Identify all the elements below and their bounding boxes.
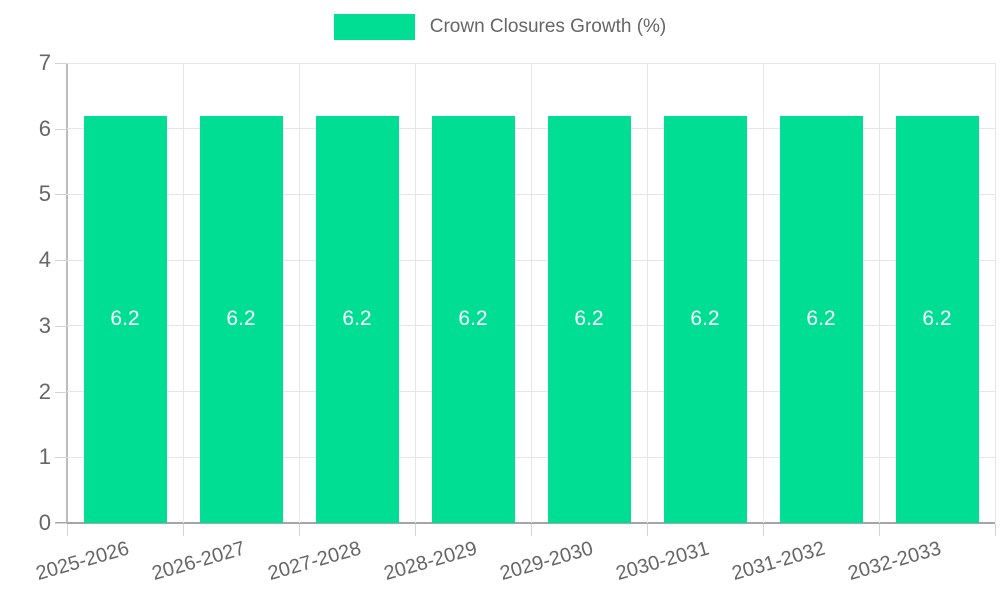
x-axis-tick (415, 524, 416, 536)
x-axis-tick (67, 524, 68, 536)
legend-item-crown-closures[interactable]: Crown Closures Growth (%) (333, 14, 667, 40)
v-gridline (298, 63, 300, 523)
y-axis-tick-label: 3 (38, 312, 51, 338)
bar-value-label: 6.2 (922, 307, 952, 331)
v-gridline (994, 63, 996, 523)
x-axis-tick (995, 524, 996, 536)
y-axis-tick (55, 523, 67, 524)
v-gridline (414, 63, 416, 523)
bar-2031-2032[interactable]: 6.2 (779, 115, 863, 523)
bar-2027-2028[interactable]: 6.2 (315, 115, 399, 523)
v-gridline (530, 63, 532, 523)
x-axis-tick-label: 2030-2031 (613, 537, 712, 585)
x-axis-tick (183, 524, 184, 536)
bar-2026-2027[interactable]: 6.2 (199, 115, 283, 523)
x-axis-tick (299, 524, 300, 536)
x-axis-tick-label: 2027-2028 (265, 537, 364, 585)
x-axis-tick-label: 2032-2033 (845, 537, 944, 585)
y-axis-tick-label: 2 (38, 378, 51, 404)
legend-swatch (333, 14, 415, 40)
bar-2032-2033[interactable]: 6.2 (895, 115, 979, 523)
bar-2025-2026[interactable]: 6.2 (83, 115, 167, 523)
y-axis-tick (55, 260, 67, 262)
bar-value-label: 6.2 (806, 307, 836, 331)
bar-value-label: 6.2 (458, 307, 488, 331)
bar-2030-2031[interactable]: 6.2 (663, 115, 747, 523)
v-gridline (182, 63, 184, 523)
x-axis-tick (763, 524, 764, 536)
x-axis-tick-label: 2031-2032 (729, 537, 828, 585)
bar-value-label: 6.2 (574, 307, 604, 331)
x-axis-line (55, 522, 995, 524)
bar-2029-2030[interactable]: 6.2 (547, 115, 631, 523)
y-axis-tick (55, 63, 67, 64)
v-gridline (762, 63, 764, 523)
chart-legend: Crown Closures Growth (%) (0, 14, 1000, 40)
y-axis-tick-label: 5 (38, 181, 51, 207)
v-gridline (878, 63, 880, 523)
bar-2028-2029[interactable]: 6.2 (431, 115, 515, 523)
y-axis-tick (55, 194, 67, 196)
legend-label: Crown Closures Growth (%) (429, 16, 667, 37)
plot-area: 6.2 6.2 6.2 6.2 6.2 6.2 6.2 6.2 (67, 62, 996, 523)
bar-value-label: 6.2 (690, 307, 720, 331)
bar-value-label: 6.2 (342, 307, 372, 331)
x-axis-tick-label: 2025-2026 (33, 537, 132, 585)
y-axis-tick (55, 325, 67, 327)
y-axis-tick (55, 128, 67, 130)
x-axis-tick (647, 524, 648, 536)
x-axis-tick (531, 524, 532, 536)
y-axis-tick-label: 0 (38, 510, 51, 535)
x-axis-tick (879, 524, 880, 536)
bar-value-label: 6.2 (226, 307, 256, 331)
y-axis-tick (55, 457, 67, 459)
x-axis-tick-label: 2028-2029 (381, 537, 480, 585)
x-axis-tick-label: 2029-2030 (497, 537, 596, 585)
y-axis-tick-label: 7 (38, 50, 51, 75)
y-axis-line (66, 63, 68, 523)
v-gridline (646, 63, 648, 523)
y-axis-tick-label: 1 (38, 444, 51, 470)
bar-value-label: 6.2 (110, 307, 140, 331)
y-axis-tick-label: 4 (38, 247, 51, 273)
y-axis-tick (55, 391, 67, 393)
y-axis-tick-label: 6 (38, 115, 51, 141)
x-axis-tick-label: 2026-2027 (149, 537, 248, 585)
